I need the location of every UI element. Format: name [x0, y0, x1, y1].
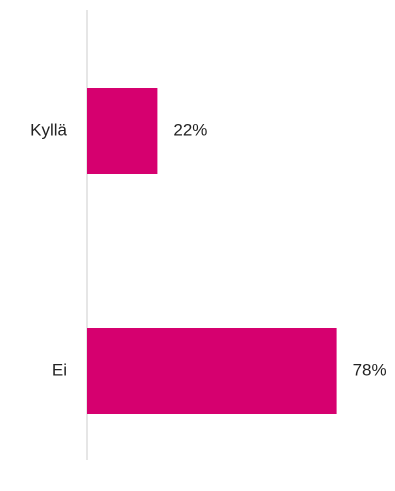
bar-1: [87, 328, 337, 414]
category-label-0: Kyllä: [30, 120, 67, 139]
category-label-1: Ei: [52, 360, 67, 379]
value-label-0: 22%: [173, 120, 207, 139]
bars-group: Kyllä 22% Ei 78%: [30, 88, 387, 414]
bar-0: [87, 88, 158, 174]
value-label-1: 78%: [353, 360, 387, 379]
